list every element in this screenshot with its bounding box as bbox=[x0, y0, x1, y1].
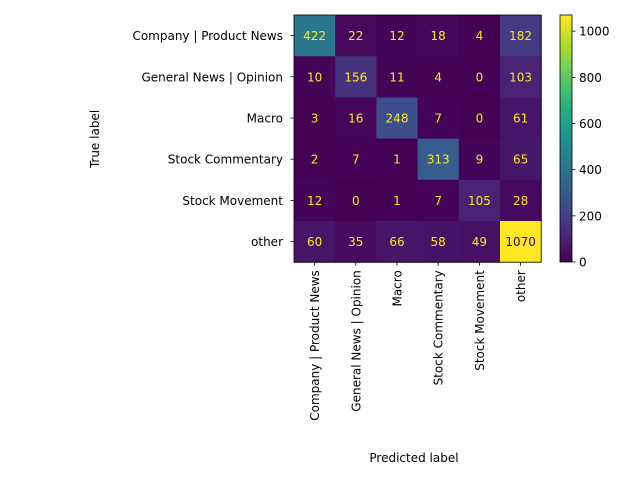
heatmap-cell bbox=[335, 138, 377, 181]
heatmap-cell bbox=[417, 97, 460, 140]
cell-value: 2 bbox=[311, 153, 319, 167]
cell-value: 65 bbox=[513, 153, 528, 167]
cell-value: 1070 bbox=[505, 235, 536, 249]
cell-value: 0 bbox=[476, 112, 484, 126]
y-tick-label: other bbox=[251, 235, 283, 249]
cell-value: 28 bbox=[513, 194, 528, 208]
heatmap-cell bbox=[376, 97, 419, 140]
colorbar: 0 200 400 600 800 1000 bbox=[559, 14, 610, 270]
x-tick-label: Stock Commentary bbox=[432, 270, 446, 385]
heatmap-cell bbox=[335, 56, 377, 98]
cell-value: 58 bbox=[431, 235, 446, 249]
heatmap-cell bbox=[335, 15, 377, 57]
y-axis-label: True label bbox=[88, 110, 102, 169]
plot-axes: Company | Product News General News | Opi… bbox=[132, 14, 542, 421]
colorbar-tick-label: 800 bbox=[579, 71, 602, 85]
cell-value: 1 bbox=[393, 153, 401, 167]
cell-value: 10 bbox=[307, 70, 322, 84]
y-tick-label: Company | Product News bbox=[132, 29, 283, 43]
heatmap-cell bbox=[458, 138, 501, 181]
cell-value: 60 bbox=[307, 235, 322, 249]
cell-value: 11 bbox=[389, 70, 404, 84]
cell-value: 0 bbox=[476, 70, 484, 84]
cell-value: 4 bbox=[476, 29, 484, 43]
colorbar-tick-label: 0 bbox=[579, 256, 587, 270]
plot-frame bbox=[293, 14, 542, 263]
cell-value: 22 bbox=[348, 29, 363, 43]
heatmap-cell bbox=[417, 138, 460, 181]
heatmap-cell bbox=[294, 56, 336, 98]
colorbar-tick-label: 200 bbox=[579, 209, 602, 223]
cell-value: 182 bbox=[509, 29, 532, 43]
heatmap-cell bbox=[376, 138, 419, 181]
heatmap-cell bbox=[458, 56, 501, 98]
cell-value: 3 bbox=[311, 112, 319, 126]
heatmap-cell bbox=[417, 221, 460, 263]
cell-value: 35 bbox=[348, 235, 363, 249]
heatmap-cell bbox=[294, 138, 336, 181]
heatmap-cell bbox=[294, 179, 336, 222]
heatmap-cell bbox=[500, 179, 542, 222]
heatmap-cell bbox=[335, 179, 377, 222]
cell-value: 61 bbox=[513, 112, 528, 126]
cell-value: 422 bbox=[303, 29, 326, 43]
heatmap-cells bbox=[294, 15, 542, 263]
heatmap-cell bbox=[500, 138, 542, 181]
x-tick-label: other bbox=[514, 270, 528, 302]
x-tick-label: General News | Opinion bbox=[349, 270, 363, 412]
cell-value: 9 bbox=[476, 153, 484, 167]
cell-value: 66 bbox=[389, 235, 404, 249]
y-tick-label: Macro bbox=[247, 112, 283, 126]
heatmap-cell bbox=[458, 221, 501, 263]
cell-value: 156 bbox=[344, 70, 367, 84]
cell-value: 12 bbox=[307, 194, 322, 208]
heatmap-cell bbox=[376, 179, 419, 222]
x-tick-label: Company | Product News bbox=[308, 270, 322, 421]
cell-value: 7 bbox=[434, 112, 442, 126]
cell-value: 12 bbox=[389, 29, 404, 43]
cell-value: 103 bbox=[509, 70, 532, 84]
x-tick-label: Macro bbox=[391, 270, 405, 306]
colorbar-gradient bbox=[559, 14, 573, 263]
y-tick-label: Stock Movement bbox=[182, 194, 283, 208]
colorbar-tick-label: 400 bbox=[579, 163, 602, 177]
cell-value: 313 bbox=[427, 153, 450, 167]
heatmap-cell bbox=[294, 97, 336, 140]
heatmap-cell bbox=[458, 97, 501, 140]
cell-value: 1 bbox=[393, 194, 401, 208]
heatmap-cell bbox=[335, 221, 377, 263]
cell-value: 18 bbox=[431, 29, 446, 43]
heatmap-cell bbox=[417, 15, 460, 57]
cell-value: 49 bbox=[472, 235, 487, 249]
cell-value: 0 bbox=[352, 194, 360, 208]
heatmap-cell bbox=[335, 97, 377, 140]
cell-value: 7 bbox=[434, 194, 442, 208]
colorbar-tick-label: 1000 bbox=[579, 25, 610, 39]
y-tick-label: Stock Commentary bbox=[168, 153, 283, 167]
heatmap-cell bbox=[417, 56, 460, 98]
heatmap-cell bbox=[417, 179, 460, 222]
heatmap-cell bbox=[376, 15, 419, 57]
heatmap-cell bbox=[500, 221, 542, 263]
cell-value: 7 bbox=[352, 153, 360, 167]
heatmap-cell bbox=[500, 56, 542, 98]
cell-value: 16 bbox=[348, 112, 363, 126]
heatmap-cell bbox=[500, 97, 542, 140]
heatmap-cell bbox=[294, 15, 336, 57]
heatmap-cell bbox=[500, 15, 542, 57]
heatmap-cell bbox=[376, 221, 419, 263]
colorbar-tick-label: 600 bbox=[579, 117, 602, 131]
y-tick-label: General News | Opinion bbox=[142, 70, 284, 84]
cell-value: 248 bbox=[386, 112, 409, 126]
x-axis-label: Predicted label bbox=[369, 451, 458, 465]
x-tick-label: Stock Movement bbox=[473, 270, 487, 371]
heatmap-cell bbox=[458, 179, 501, 222]
cell-value: 105 bbox=[468, 194, 491, 208]
heatmap-cell bbox=[376, 56, 419, 98]
cell-value: 4 bbox=[434, 70, 442, 84]
heatmap-cell bbox=[458, 15, 501, 57]
heatmap-cell bbox=[294, 221, 336, 263]
